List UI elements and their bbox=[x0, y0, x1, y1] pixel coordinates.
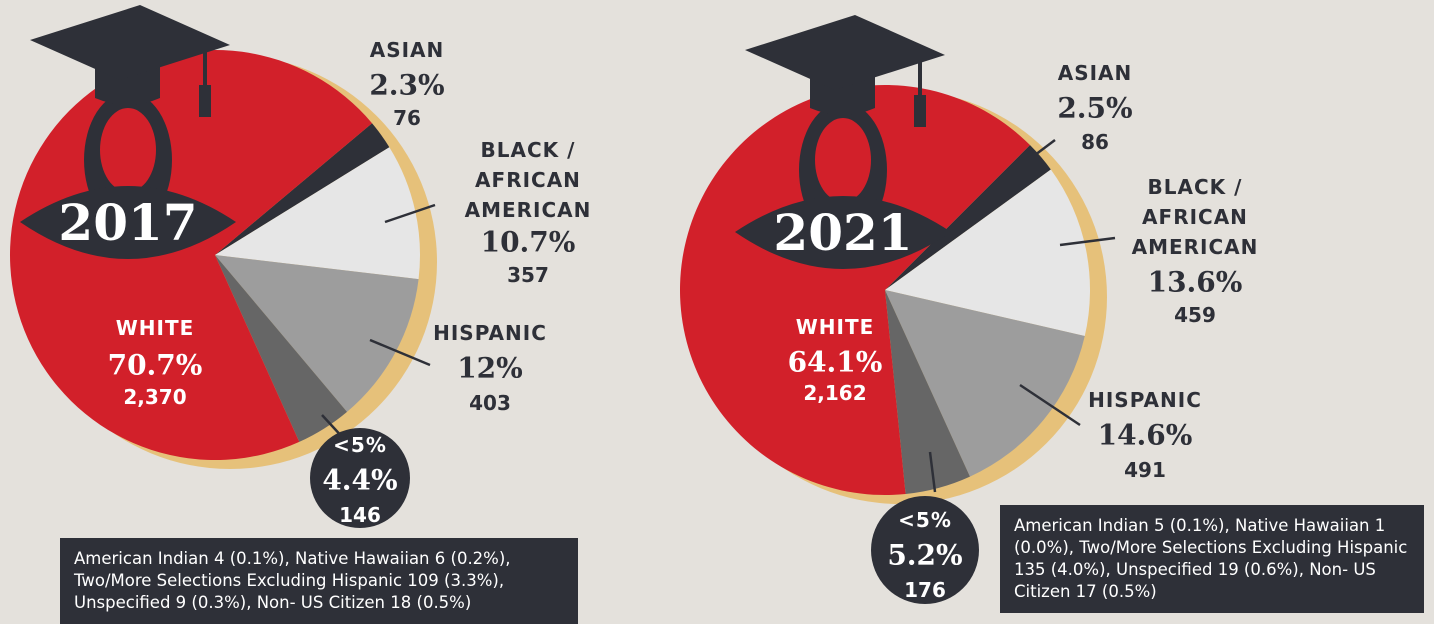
percent-label: 10.7% bbox=[480, 225, 576, 259]
count-label: 2,370 bbox=[123, 385, 187, 409]
pie-slice bbox=[885, 290, 970, 494]
year-label: 2017 bbox=[58, 193, 197, 252]
count-label: 86 bbox=[1081, 130, 1109, 154]
leader-line bbox=[1034, 139, 1056, 156]
pie-slice bbox=[215, 147, 421, 280]
category-label: HISPANIC bbox=[433, 321, 547, 345]
leader-line bbox=[1059, 236, 1116, 247]
footnote: American Indian 5 (0.1%), Native Hawaiia… bbox=[1000, 505, 1424, 613]
percent-label: 70.7% bbox=[107, 348, 203, 382]
pie-slice bbox=[679, 84, 1030, 495]
category-label: <5% bbox=[333, 433, 387, 457]
pie-slice bbox=[885, 290, 1085, 477]
percent-label: 5.2% bbox=[887, 538, 963, 572]
small-groups-bubble bbox=[310, 428, 410, 528]
count-label: 146 bbox=[339, 503, 381, 527]
count-label: 76 bbox=[393, 106, 421, 130]
percent-label: 2.3% bbox=[369, 68, 445, 102]
percent-label: 2.5% bbox=[1057, 91, 1133, 125]
percent-label: 4.4% bbox=[322, 463, 398, 497]
footnote: American Indian 4 (0.1%), Native Hawaiia… bbox=[60, 538, 578, 624]
leader-line bbox=[369, 338, 431, 367]
percent-label: 13.6% bbox=[1147, 265, 1243, 299]
pie-slice bbox=[215, 255, 419, 412]
count-label: 491 bbox=[1124, 458, 1166, 482]
count-label: 2,162 bbox=[803, 381, 867, 405]
count-label: 459 bbox=[1174, 303, 1216, 327]
category-label: WHITE bbox=[115, 316, 195, 340]
category-label: WHITE bbox=[795, 315, 875, 339]
percent-label: 64.1% bbox=[787, 345, 883, 379]
category-label: HISPANIC bbox=[1088, 388, 1202, 412]
pie-slice bbox=[215, 255, 348, 442]
category-label: BLACK / AFRICAN AMERICAN bbox=[1131, 175, 1259, 259]
percent-label: 12% bbox=[457, 351, 523, 385]
leader-line bbox=[1019, 383, 1081, 427]
leader-line bbox=[928, 451, 937, 493]
pie-slice bbox=[885, 169, 1090, 336]
count-label: 176 bbox=[904, 578, 946, 602]
count-label: 357 bbox=[507, 263, 549, 287]
category-label: ASIAN bbox=[1057, 61, 1133, 85]
percent-label: 14.6% bbox=[1097, 418, 1193, 452]
category-label: ASIAN bbox=[369, 38, 445, 62]
count-label: 403 bbox=[469, 391, 511, 415]
category-label: BLACK / AFRICAN AMERICAN bbox=[464, 138, 592, 222]
year-label: 2021 bbox=[773, 203, 912, 262]
leader-line bbox=[359, 139, 381, 156]
pie-slice bbox=[215, 123, 390, 255]
small-groups-bubble bbox=[871, 496, 979, 604]
category-label: <5% bbox=[898, 508, 952, 532]
leader-line bbox=[384, 203, 436, 224]
pie-slice bbox=[885, 145, 1051, 290]
